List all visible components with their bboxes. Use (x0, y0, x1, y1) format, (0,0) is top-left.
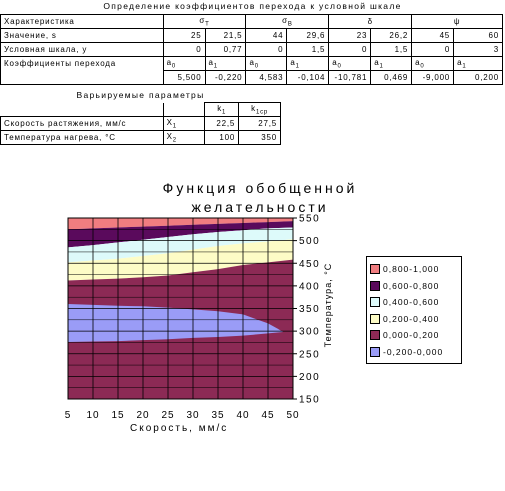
x-tick-label: 35 (211, 410, 224, 421)
table-cell[interactable]: -9,000 (411, 70, 455, 85)
contour-band-negative (68, 303, 283, 342)
table-cell[interactable]: 0,77 (204, 42, 247, 57)
y-tick-label: 550 (299, 214, 320, 225)
legend-item: 0,800-1,000 (370, 261, 461, 278)
legend-swatch (370, 346, 380, 357)
table-row: Характеристика σT σB δ ψ (0, 14, 503, 29)
y-tick-label: 500 (299, 236, 320, 247)
x-tick-label: 5 (65, 410, 72, 421)
row-label[interactable]: Температура нагрева, °С (0, 130, 164, 145)
params-table-title: Варьируемые параметры (76, 90, 205, 100)
legend-label: 0,200-0,400 (383, 313, 440, 324)
table-cell[interactable]: -10,781 (328, 70, 372, 85)
y-tick-label: 350 (299, 304, 320, 315)
legend-item: 0,000-0,200 (370, 327, 461, 344)
legend-swatch (370, 264, 380, 275)
table-row: Скорость растяжения, мм/с X1 22,5 27,5 (0, 116, 281, 131)
legend-label: 0,400-0,600 (383, 297, 440, 308)
x-tick-label: 45 (261, 410, 274, 421)
legend-label: 0,800-1,000 (383, 264, 440, 275)
x-tick-label: 50 (286, 410, 299, 421)
table-cell[interactable]: 100 (204, 130, 240, 145)
y-tick-label: 450 (299, 259, 320, 270)
variable-cell[interactable]: X2 (162, 130, 206, 145)
legend-swatch (370, 297, 380, 308)
y-tick-label: 200 (299, 372, 320, 383)
header-k1[interactable]: k1 (204, 102, 240, 117)
table-row: 5,500 -0,220 4,583 -0,104 -10,781 0,469 … (1, 70, 503, 85)
table-row: Значение, s 25 21,5 44 29,6 23 26,2 45 6… (0, 28, 503, 43)
y-tick-label: 400 (299, 281, 320, 292)
legend-item: 0,600-0,800 (370, 278, 461, 295)
legend-swatch (370, 330, 380, 341)
table-row: Условная шкала, y 0 0,77 0 1,5 0 1,5 0 3 (0, 42, 503, 57)
y-tick-label: 250 (299, 349, 320, 360)
blank-cell (162, 102, 205, 117)
contour-band (68, 227, 293, 263)
x-axis-label: Скорость, мм/с (130, 423, 229, 434)
table-cell[interactable]: 0,200 (453, 70, 503, 85)
table-cell[interactable]: 4,583 (245, 70, 288, 85)
params-table: k1 k1cp Скорость растяжения, мм/с X1 22,… (0, 102, 281, 145)
table-cell[interactable]: 0,469 (370, 70, 413, 85)
top-table-title: Определение коэффициентов перехода к усл… (103, 1, 402, 11)
table-cell[interactable]: -0,104 (286, 70, 330, 85)
x-tick-label: 10 (86, 410, 99, 421)
legend-item: 0,200-0,400 (370, 311, 461, 328)
chart-title: Функция обобщенной желательности (162, 180, 358, 215)
table-row: Коэффициенты перехода a0 a1 a0 a1 a0 a1 … (0, 56, 503, 85)
legend-label: 0,600-0,800 (383, 280, 440, 291)
y-tick-label: 300 (299, 327, 320, 338)
x-tick-label: 40 (236, 410, 249, 421)
legend-item: 0,400-0,600 (370, 294, 461, 311)
x-tick-label: 20 (136, 410, 149, 421)
table-row: Температура нагрева, °С X2 100 350 (0, 130, 281, 145)
table-cell[interactable]: -0,220 (204, 70, 247, 85)
coefficients-table: Характеристика σT σB δ ψ Значение, s 25 … (0, 14, 503, 85)
x-tick-label: 25 (161, 410, 174, 421)
legend-swatch (370, 313, 380, 324)
legend-label: 0,000-0,200 (383, 330, 440, 341)
row-label[interactable]: Коэффициенты перехода (0, 56, 164, 85)
legend-item: -0,200-0,000 (370, 344, 461, 361)
table-row: k1 k1cp (1, 102, 281, 117)
contour-band (68, 239, 293, 281)
x-tick-label: 15 (111, 410, 124, 421)
legend-swatch (370, 280, 380, 291)
chart-legend: 0,800-1,000 0,600-0,800 0,400-0,600 0,200-0… (366, 256, 462, 364)
table-cell[interactable]: 350 (238, 130, 281, 145)
contour-band (68, 218, 293, 230)
x-tick-label: 30 (186, 410, 199, 421)
y-axis-label: Температура, °С (323, 262, 333, 348)
legend-label: -0,200-0,000 (383, 346, 444, 357)
y-tick-label: 150 (299, 395, 320, 406)
